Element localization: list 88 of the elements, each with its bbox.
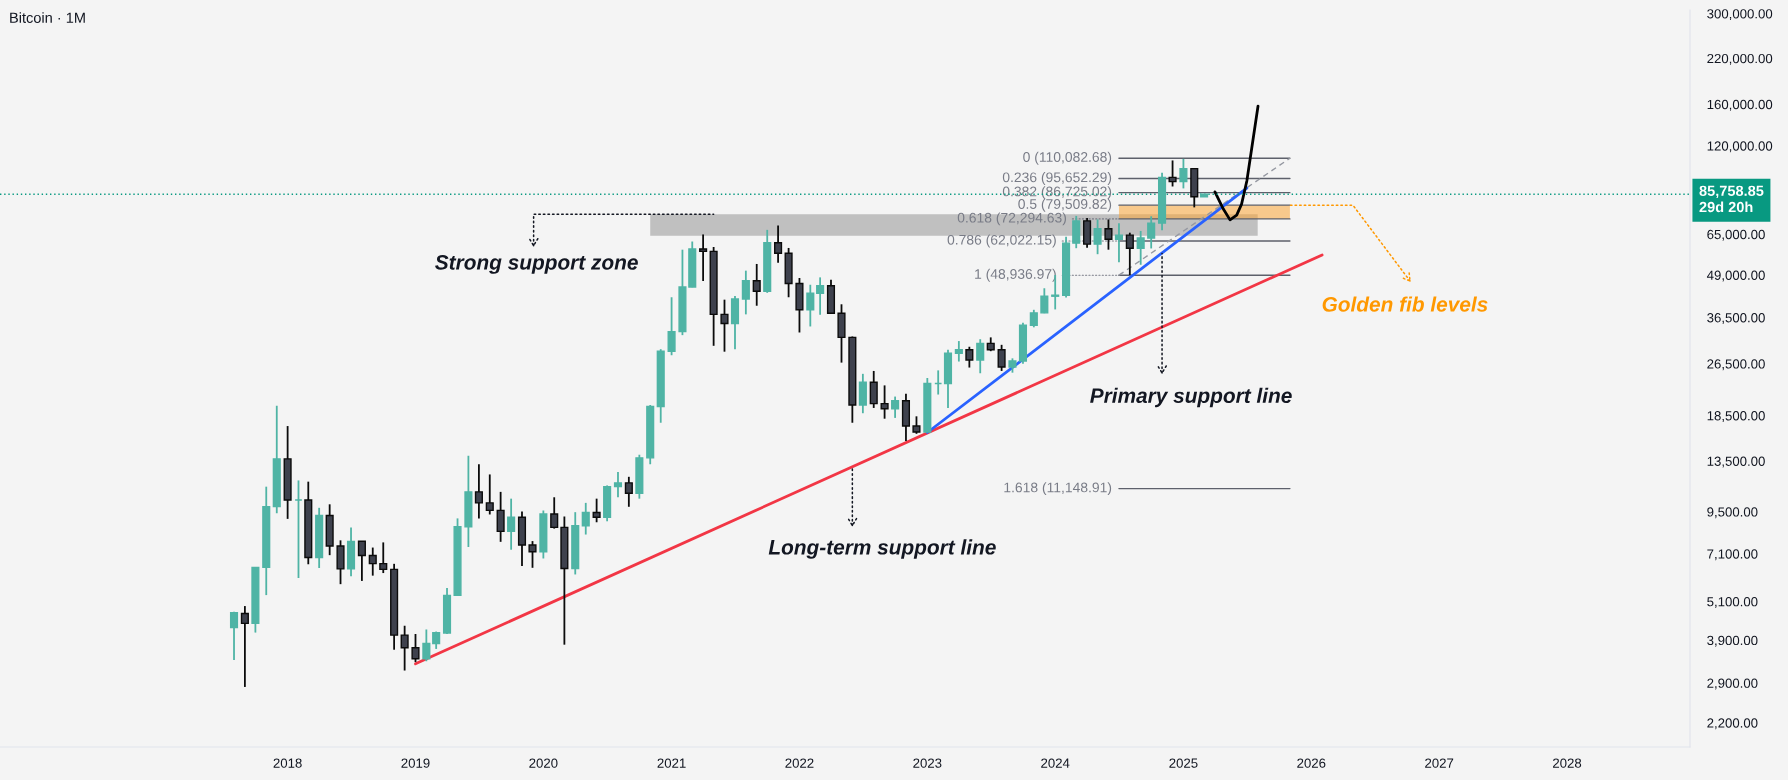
chart-title: Bitcoin · 1M [10, 12, 85, 23]
candlestick [997, 343, 1006, 372]
annotation: Long-term support line [768, 539, 996, 559]
candlestick [550, 496, 559, 530]
line-series [1213, 104, 1260, 222]
y-tick-label: 220,000.00 [1707, 53, 1773, 65]
annotation: Primary support line [1090, 387, 1292, 408]
x-tick-label: 2022 [785, 758, 814, 768]
y-tick-label: 2,900.00 [1707, 678, 1758, 690]
y-tick-label: 120,000.00 [1707, 141, 1773, 153]
candlestick [613, 471, 623, 499]
candlestick [858, 372, 867, 415]
candlestick [496, 490, 505, 543]
candlestick [1040, 287, 1049, 315]
candlestick [699, 233, 708, 282]
y-tick-label: 9,500.00 [1707, 507, 1758, 519]
candlestick [954, 340, 963, 363]
candlestick [485, 473, 494, 516]
y-tick-label: 49,000.00 [1706, 270, 1765, 282]
candlestick [1093, 218, 1102, 256]
x-tick-label: 2026 [1297, 758, 1326, 768]
x-tick-label: 2018 [273, 758, 302, 768]
candlestick [965, 345, 974, 369]
candlestick [1114, 222, 1124, 264]
candlestick [752, 263, 761, 307]
candlestick [336, 539, 345, 586]
annotation: 1 (48,936.97) [975, 268, 1056, 282]
y-tick-label: 300,000.00 [1707, 9, 1773, 21]
y-tick-label: 36,500.00 [1707, 313, 1765, 324]
candlestick [507, 497, 516, 551]
candlestick [624, 475, 633, 508]
candlestick [357, 540, 366, 582]
y-tick-label: 5,100.00 [1707, 597, 1758, 608]
candlestick [720, 298, 729, 353]
annotation: 0.786 (62,022.15) [947, 234, 1056, 248]
candlestick [741, 269, 750, 316]
candlestick [976, 338, 985, 375]
candlestick [880, 384, 889, 420]
x-tick-label: 2028 [1553, 758, 1582, 768]
x-tick-label: 2025 [1169, 758, 1198, 768]
x-tick-label: 2027 [1425, 758, 1454, 768]
candlestick [891, 395, 900, 419]
y-tick-label: 65,000.00 [1707, 229, 1765, 241]
y-tick-label: 13,500.00 [1707, 456, 1765, 468]
x-tick-label: 2019 [401, 758, 430, 768]
candlestick [400, 624, 409, 672]
candlestick [422, 628, 431, 663]
candlestick [1179, 157, 1188, 190]
y-tick-label: 160,000.00 [1707, 99, 1773, 111]
candlestick [806, 283, 815, 328]
candlestick [1136, 230, 1145, 266]
candlestick [581, 501, 590, 536]
candlestick [368, 546, 377, 577]
candlestick [474, 463, 483, 520]
candlestick [379, 541, 388, 574]
annotation: 0.618 (72,294.63) [957, 212, 1066, 226]
candlestick [869, 370, 878, 409]
annotation: 0.382 (86,725.02) [1002, 186, 1112, 200]
candlestick [411, 633, 420, 664]
candlestick [528, 540, 537, 569]
annotation: 0.5 (79,509.82) [1018, 198, 1112, 212]
candlestick [240, 605, 249, 688]
annotation: 1.618 (11,148.91) [1004, 482, 1112, 496]
annotation: Strong support zone [435, 255, 638, 274]
candlestick [592, 497, 601, 524]
annotation: Golden fib levels [1322, 296, 1488, 312]
x-tick-label: 2020 [529, 758, 558, 768]
x-tick-label: 2021 [657, 758, 686, 768]
annotation: 0.236 (95,652.29) [1002, 172, 1112, 185]
y-tick-label: 18,500.00 [1707, 411, 1765, 423]
candlestick [1083, 216, 1092, 249]
y-tick-label: 7,100.00 [1707, 549, 1758, 561]
candlestick [1147, 215, 1156, 250]
candlestick [667, 296, 676, 357]
candlestick [1168, 159, 1177, 188]
candlestick [1125, 231, 1134, 276]
annotation: 0 (110,082.68) [1023, 151, 1112, 165]
ref-line-label: 85,758.85 29d 20h [1699, 185, 1764, 213]
candlestick [774, 224, 783, 264]
candlestick [1104, 218, 1113, 251]
x-tick-label: 2024 [1041, 758, 1070, 768]
y-tick-label: 26,500.00 [1707, 359, 1765, 371]
y-tick-label: 3,900.00 [1707, 635, 1758, 647]
candlestick [229, 610, 239, 661]
x-tick-label: 2023 [913, 758, 942, 768]
candlestick [1072, 215, 1081, 250]
candlestick [816, 276, 825, 316]
y-tick-label: 2,200.00 [1707, 718, 1758, 730]
